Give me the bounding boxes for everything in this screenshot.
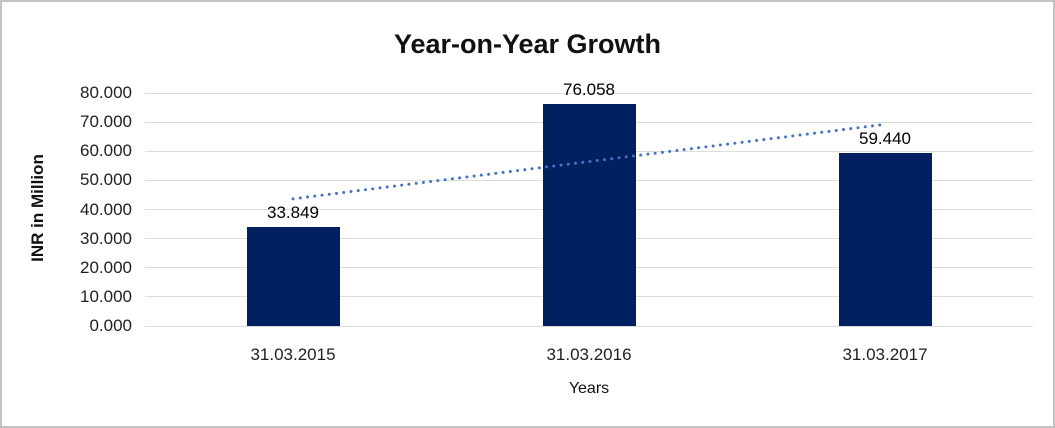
x-tick-label: 31.03.2017 [842, 345, 928, 364]
y-tick-label: 10.000 [80, 286, 132, 306]
y-tick-label: 30.000 [80, 228, 132, 248]
y-tick-label: 60.000 [80, 141, 132, 161]
y-tick-label: 80.000 [80, 83, 132, 102]
chart-title: Year-on-Year Growth [393, 29, 662, 59]
y-tick-label: 50.000 [80, 170, 132, 190]
gridline [145, 92, 1033, 94]
gridline [145, 325, 1033, 327]
y-tick-label: 20.000 [80, 257, 132, 277]
x-axis-title: Years [568, 380, 610, 397]
y-tick-label: 70.000 [80, 112, 132, 132]
y-tick-label: 40.000 [80, 199, 132, 219]
y-tick-label: 0.000 [89, 316, 132, 335]
bar-value-label: 59.440 [859, 128, 911, 148]
x-tick-label: 31.03.2015 [250, 345, 336, 364]
bar-value-label: 33.849 [267, 203, 319, 223]
bar [246, 227, 340, 326]
bar-value-label: 76.058 [563, 80, 615, 100]
x-tick-label: 31.03.2016 [546, 345, 632, 364]
